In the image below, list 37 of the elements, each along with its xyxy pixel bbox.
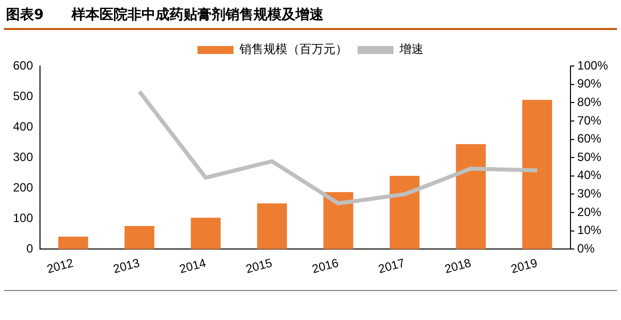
x-tick-label: 2019: [509, 256, 540, 276]
y2-tick-label: 60%: [577, 132, 602, 146]
x-tick-label: 2018: [443, 256, 473, 276]
bar: [257, 203, 287, 250]
y2-tick-label: 20%: [577, 204, 602, 219]
y2-tick-label: 0%: [577, 241, 595, 256]
y2-tick-label: 50%: [577, 150, 602, 164]
y-tick-label: 300: [12, 150, 34, 164]
y-tick-label: 500: [12, 88, 34, 103]
y2-tick-label: 80%: [577, 94, 602, 109]
bar: [522, 100, 552, 250]
bar: [323, 192, 354, 250]
bar: [390, 176, 420, 250]
y-tick-label: 100: [12, 210, 34, 225]
y-tick-label: 400: [12, 119, 34, 134]
y2-tick-label: 90%: [577, 76, 602, 91]
legend-label: 增速: [398, 42, 424, 56]
y2-tick-label: 10%: [577, 223, 602, 238]
bar: [58, 236, 88, 250]
x-tick-label: 2015: [244, 256, 274, 276]
bar: [190, 218, 221, 250]
y-tick-label: 200: [12, 180, 34, 194]
y2-tick-label: 40%: [577, 168, 602, 182]
y2-tick-label: 100%: [577, 58, 608, 72]
x-tick-label: 2016: [310, 256, 340, 276]
legend-label: 销售规模（百万元）: [238, 42, 348, 56]
x-tick-label: 2017: [376, 256, 407, 276]
y2-tick-label: 30%: [577, 186, 602, 201]
bar: [124, 226, 154, 250]
x-tick-label: 2013: [112, 256, 142, 276]
x-tick-label: 2014: [178, 256, 208, 276]
y2-tick-label: 70%: [577, 113, 602, 128]
y-tick-label: 0: [26, 241, 34, 256]
bar: [456, 144, 486, 250]
chart-title: 图表9 样本医院非中成药贴膏剂销售规模及增速: [6, 6, 324, 24]
x-tick-label: 2012: [45, 256, 76, 276]
y-tick-label: 600: [12, 58, 34, 72]
